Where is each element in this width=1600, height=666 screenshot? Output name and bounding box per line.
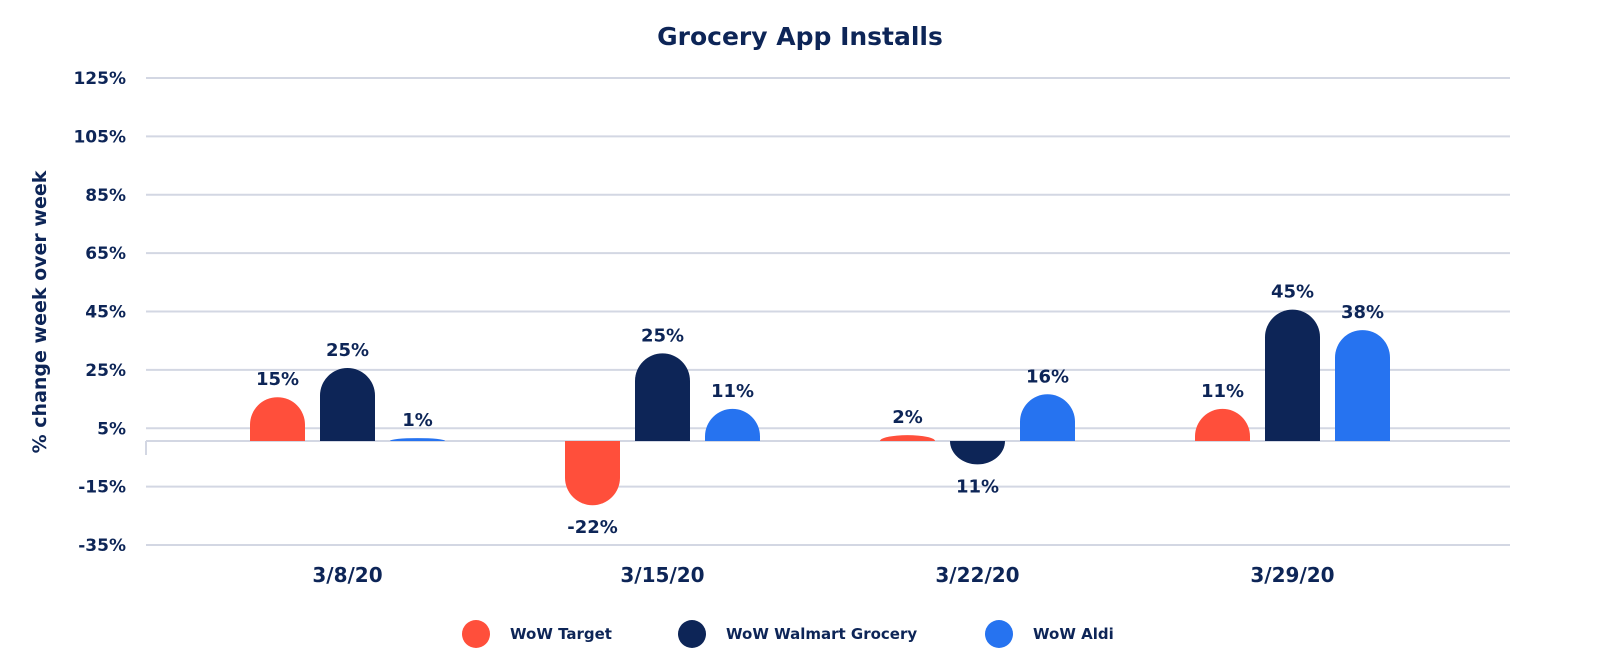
data-label: 15% (256, 369, 299, 390)
legend-item-aldi: WoW Aldi (985, 620, 1114, 648)
legend-swatch-walmart (678, 620, 706, 648)
data-label: 25% (641, 325, 684, 346)
y-tick-label: 125% (73, 69, 126, 89)
data-label: 38% (1341, 302, 1384, 323)
data-label: 2% (892, 407, 923, 428)
bar (880, 435, 935, 441)
bar (565, 441, 620, 506)
bar (1265, 309, 1320, 441)
legend-swatch-aldi (985, 620, 1013, 648)
legend-label-target: WoW Target (510, 625, 612, 643)
legend-label-aldi: WoW Aldi (1033, 625, 1114, 643)
bar (1195, 408, 1250, 441)
bar (250, 397, 305, 441)
y-tick-label: 65% (85, 244, 126, 264)
bar (390, 438, 445, 441)
bar (704, 408, 760, 441)
x-tick-label: 3/22/20 (935, 563, 1019, 587)
bar (320, 368, 375, 441)
y-tick-label: -15% (78, 478, 126, 498)
bar (1335, 330, 1390, 441)
legend-item-target: WoW Target (462, 620, 612, 648)
legend-item-walmart: WoW Walmart Grocery (678, 620, 917, 648)
y-tick-label: -35% (78, 536, 126, 556)
bar (1020, 394, 1075, 441)
y-tick-label: 105% (73, 127, 126, 147)
x-tick-label: 3/15/20 (620, 563, 704, 587)
bar (950, 441, 1005, 465)
y-tick-label: 45% (85, 303, 126, 323)
y-tick-label: 85% (85, 186, 126, 206)
data-label: 11% (956, 476, 999, 497)
chart-title: Grocery App Installs (657, 22, 943, 51)
legend-label-walmart: WoW Walmart Grocery (726, 625, 918, 643)
legend: WoW Target WoW Walmart Grocery WoW Aldi (0, 620, 1600, 650)
y-tick-label: 5% (97, 419, 126, 439)
data-label: -22% (567, 517, 618, 538)
data-label: 25% (326, 340, 369, 361)
data-label: 45% (1271, 282, 1314, 303)
x-tick-label: 3/8/20 (312, 563, 382, 587)
bar (635, 353, 690, 441)
data-label: 11% (1201, 381, 1244, 402)
y-tick-label: 25% (85, 361, 126, 381)
x-tick-label: 3/29/20 (1250, 563, 1334, 587)
data-label: 11% (711, 381, 754, 402)
legend-swatch-target (462, 620, 490, 648)
data-label: 16% (1026, 366, 1069, 387)
data-label: 1% (402, 410, 433, 431)
